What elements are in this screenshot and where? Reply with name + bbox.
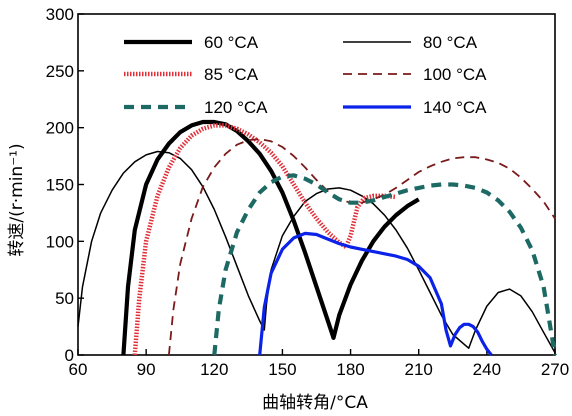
y-tick-label: 50: [55, 289, 74, 308]
legend-label: 85 °CA: [204, 65, 259, 84]
legend: 60 °CA 80 °CA 85 °CA 100 °CA 120 °CA 140 °CA: [124, 33, 487, 117]
x-tick-label: 270: [541, 360, 569, 379]
axes: 60 90 120 150 180 210 240 270 0 50 100 150 200 250 300: [46, 5, 570, 379]
y-tick-label: 0: [65, 346, 74, 365]
legend-label: 60 °CA: [204, 33, 259, 52]
legend-label: 140 °CA: [423, 98, 487, 117]
legend-label: 120 °CA: [204, 98, 268, 117]
x-axis-label: 曲轴转角/°CA: [262, 393, 368, 413]
series-line-60-ca: [121, 119, 420, 356]
series-line-85-ca: [132, 123, 397, 356]
plot-area: [77, 119, 558, 356]
x-tick-label: 150: [268, 360, 296, 379]
y-tick-label: 250: [46, 62, 74, 81]
y-tick-label: 200: [46, 119, 74, 138]
y-tick-label: 300: [46, 5, 74, 24]
x-tick-label: 180: [336, 360, 364, 379]
series-line-100-ca: [168, 138, 556, 356]
y-tick-label: 150: [46, 176, 74, 195]
series-line-80-ca: [77, 150, 556, 354]
series-line-140-ca: [258, 231, 493, 356]
x-tick-label: 60: [69, 360, 88, 379]
legend-label: 100 °CA: [423, 65, 487, 84]
series-line-120-ca: [212, 173, 558, 356]
x-tick-label: 120: [200, 360, 228, 379]
y-axis-label: 转速/(r·min⁻¹): [7, 143, 27, 256]
legend-label: 80 °CA: [423, 33, 478, 52]
x-tick-label: 90: [137, 360, 156, 379]
y-tick-label: 100: [46, 232, 74, 251]
x-tick-label: 210: [405, 360, 433, 379]
x-tick-label: 240: [473, 360, 501, 379]
